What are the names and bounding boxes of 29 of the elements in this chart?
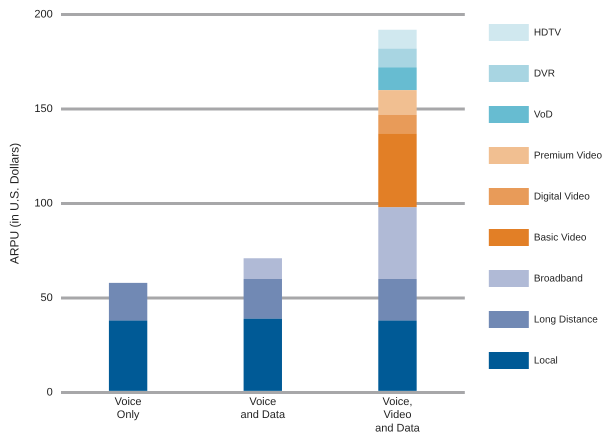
legend-label: Broadband — [534, 273, 583, 284]
legend-label: VoD — [534, 109, 553, 120]
y-tick-label: 50 — [40, 292, 53, 304]
y-tick-label: 100 — [34, 198, 53, 210]
bar — [378, 48, 417, 68]
legend-label: Premium Video — [534, 150, 602, 162]
bar — [244, 279, 282, 319]
bar — [378, 90, 417, 115]
y-tick-label: 0 — [46, 386, 53, 398]
bar — [378, 134, 417, 208]
legend-label: Long Distance — [534, 314, 598, 326]
bar — [378, 67, 417, 90]
bar — [108, 282, 148, 321]
bar — [244, 258, 282, 280]
y-tick-label: 150 — [34, 103, 53, 116]
legend-label: Local — [534, 355, 558, 366]
legend-label: DVR — [534, 68, 555, 80]
bar — [378, 114, 417, 134]
x-tick-label: Voice, Video and Data — [375, 396, 421, 434]
x-tick-label: Voice Only — [114, 396, 142, 422]
legend-label: HDTV — [534, 27, 562, 38]
legend-label: Digital Video — [534, 191, 590, 202]
y-tick-label: 200 — [34, 8, 53, 21]
bar — [378, 207, 417, 280]
bar — [378, 30, 417, 49]
y-axis-title: ARPU (in U.S. Dollars) — [8, 142, 22, 264]
legend-label: Basic Video — [534, 232, 587, 244]
x-tick-label: Voice and Data — [240, 396, 286, 422]
bar — [378, 279, 417, 321]
